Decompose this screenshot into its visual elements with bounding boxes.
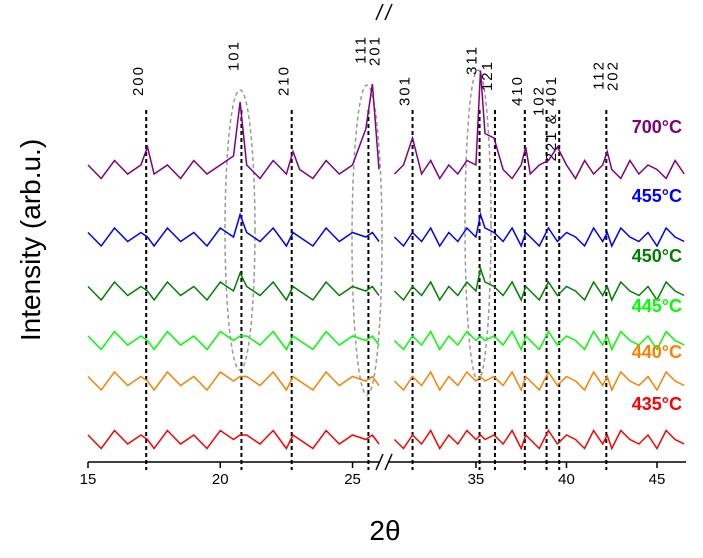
series-label: 440°C [632, 342, 682, 362]
reflection-label: 121 [479, 60, 496, 91]
highlight-ellipse [464, 69, 492, 381]
reflection-label: 201 [366, 35, 383, 66]
axis-break [384, 3, 393, 21]
reflection-label: 102 [531, 85, 548, 116]
reflection-label: 210 [276, 65, 293, 96]
reflection-label: 200 [130, 65, 147, 96]
series-label: 435°C [632, 394, 682, 414]
x-tick-label: 20 [212, 471, 229, 488]
x-tick-label: 40 [558, 471, 575, 488]
highlight-ellipse [351, 84, 383, 396]
reflection-label: 311 [464, 45, 481, 75]
series-line [87, 265, 685, 302]
series-line [87, 330, 685, 352]
series-label: 700°C [632, 117, 682, 137]
reflection-label: 202 [604, 60, 621, 91]
x-tick-label: 15 [80, 471, 97, 488]
reflection-label: 301 [397, 75, 414, 106]
reflection-label: 410 [509, 75, 526, 106]
peak-highlights [224, 69, 492, 396]
x-axis-title: 2θ [369, 515, 400, 546]
y-axis-title: Intensity (arb.u.) [15, 139, 46, 341]
reflection-label: 221 & 401 [543, 75, 560, 161]
x-tick-label: 35 [468, 471, 485, 488]
series-line [87, 70, 685, 180]
series-line [87, 429, 685, 451]
axis-break [384, 453, 393, 471]
reflection-label: 101 [225, 40, 242, 71]
x-tick-label: 25 [344, 471, 361, 488]
series-label: 445°C [632, 296, 682, 316]
highlight-ellipse [224, 89, 256, 371]
reflection-label: 112 [590, 60, 607, 90]
x-tick-label: 45 [649, 471, 666, 488]
axis-break [375, 3, 384, 21]
series-line [87, 370, 685, 392]
series-label: 450°C [632, 246, 682, 266]
reflection-label: 111 [352, 35, 369, 64]
series-line [87, 211, 685, 248]
series-label: 455°C [632, 186, 682, 206]
axis-break [375, 453, 384, 471]
